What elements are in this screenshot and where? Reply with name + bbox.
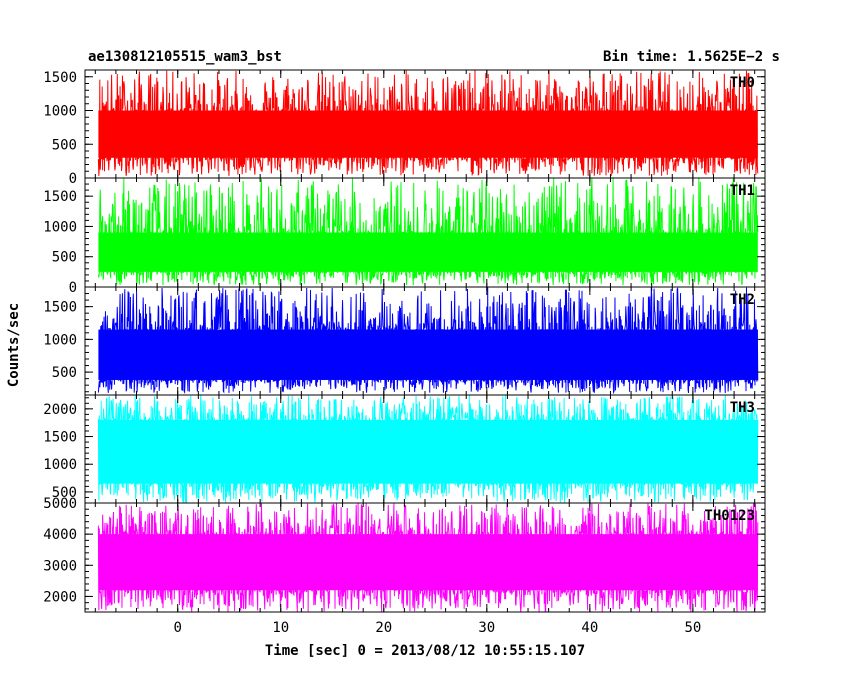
x-tick-label: 10: [272, 620, 289, 636]
x-tick-label: 20: [375, 620, 392, 636]
panel-label-th0: TH0: [730, 75, 755, 91]
y-tick-label: 5000: [43, 496, 77, 512]
y-tick-label: 4000: [43, 527, 77, 543]
panel-label-th0123: TH0123: [704, 508, 755, 524]
panel-label-th1: TH1: [730, 183, 755, 199]
panel-th2: 500 1000 1500 TH2: [43, 286, 766, 396]
series-band-th1: [98, 232, 758, 272]
y-tick-label: 0: [69, 171, 77, 187]
series-band-th0123: [98, 534, 758, 591]
y-tick-label: 500: [52, 365, 77, 381]
y-tick-label: 0: [69, 280, 77, 296]
panel-th3: 500 1000 1500 2000 TH3: [43, 394, 766, 504]
y-tick-label: 1500: [43, 189, 77, 205]
bin-time-label: Bin time: 1.5625E−2 s: [603, 49, 780, 65]
y-tick-label: 2000: [43, 589, 77, 605]
x-tick-label: 40: [581, 620, 598, 636]
y-tick-label: 1000: [43, 219, 77, 235]
y-tick-label: 1000: [43, 332, 77, 348]
series-band-th2: [98, 329, 758, 380]
y-tick-label: 1000: [43, 457, 77, 473]
series-band-th0: [98, 110, 758, 158]
y-tick-label: 3000: [43, 558, 77, 574]
x-tick-label: 30: [478, 620, 495, 636]
series-line-th0: [97, 70, 759, 176]
y-tick-label: 500: [52, 137, 77, 153]
panel-th1: 0 500 1000 1500 TH1: [43, 177, 766, 296]
x-tick-label: 50: [684, 620, 701, 636]
y-tick-label: 2000: [43, 402, 77, 418]
panel-label-th3: TH3: [730, 400, 755, 416]
series-band-th3: [98, 419, 758, 484]
y-tick-label: 1500: [43, 300, 77, 316]
x-tick-label: 0: [174, 620, 182, 636]
panel-th0123: 2000 3000 4000 5000 TH0123: [43, 496, 766, 613]
panel-th0: 0 500 1000 1500 TH0: [43, 69, 766, 187]
panel-label-th2: TH2: [730, 292, 755, 308]
y-tick-label: 1500: [43, 70, 77, 86]
y-tick-label: 1000: [43, 104, 77, 120]
y-tick-label: 500: [52, 485, 77, 501]
x-axis-label: Time [sec] 0 = 2013/08/12 10:55:15.107: [265, 643, 585, 659]
plot-title: ae130812105515_wam3_bst: [88, 49, 282, 65]
y-axis-label: Counts/sec: [6, 303, 22, 387]
y-tick-label: 500: [52, 250, 77, 266]
y-tick-label: 1500: [43, 430, 77, 446]
